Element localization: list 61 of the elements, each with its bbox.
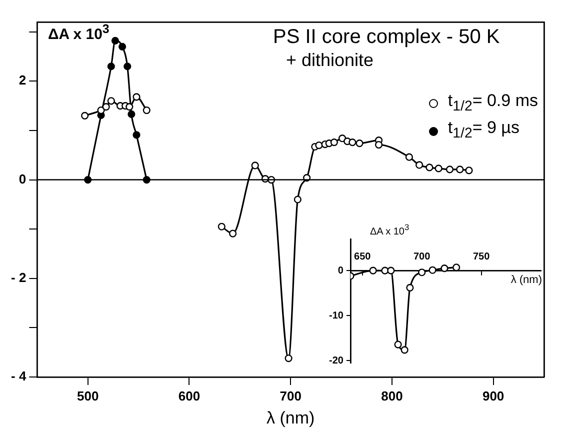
point — [229, 230, 237, 238]
text: + dithionite — [286, 50, 374, 71]
y-tick-label: -10 — [329, 310, 344, 322]
point — [107, 62, 115, 70]
point — [369, 266, 377, 274]
x-tick-label: 750 — [472, 251, 490, 262]
x-tick-label: 600 — [178, 388, 200, 404]
point — [374, 140, 383, 149]
point — [426, 164, 434, 172]
y-tick-label: 0 — [18, 171, 26, 186]
point — [434, 164, 442, 172]
x-axis-title: λ (nm) — [266, 408, 315, 428]
y-tick-label: 0 — [338, 265, 344, 276]
y-tick-label: - 4 — [11, 368, 27, 384]
point — [387, 266, 395, 274]
point — [142, 106, 150, 114]
point — [456, 166, 464, 174]
point — [418, 268, 426, 276]
point — [132, 131, 140, 139]
point — [128, 110, 136, 118]
point — [315, 141, 323, 150]
point — [124, 62, 132, 70]
point — [440, 264, 448, 272]
point — [132, 93, 140, 101]
x-tick-label: 800 — [381, 388, 403, 404]
point — [294, 196, 302, 204]
x-tick-label: 900 — [482, 388, 504, 404]
y-tick-label: -20 — [329, 355, 344, 366]
point — [330, 138, 338, 146]
point — [416, 161, 424, 169]
point — [406, 284, 414, 292]
x-axis-title: λ (nm) — [510, 274, 542, 286]
legend-label: t$_{1/2}$= 0.9 ms — [448, 90, 538, 116]
point — [400, 346, 408, 354]
point — [452, 264, 460, 272]
point — [118, 42, 126, 50]
point — [446, 166, 454, 174]
point — [348, 138, 356, 146]
x-tick-label: 500 — [77, 388, 99, 404]
y-axis-title: ΔA x 10$^{3}$ — [48, 22, 110, 43]
x-tick-label: 700 — [280, 388, 302, 404]
point — [107, 97, 115, 105]
point — [81, 112, 89, 120]
point — [284, 354, 292, 362]
chart-title: PS II core complex - 50 K — [273, 26, 500, 49]
y-axis-title: ΔA x 10$^{3}$ — [370, 222, 410, 238]
y-tick-label: 2 — [18, 72, 26, 88]
point — [465, 166, 473, 174]
x-tick-label: 650 — [354, 251, 372, 262]
point — [111, 36, 120, 45]
x-tick-label: 700 — [413, 251, 431, 262]
point — [126, 103, 134, 111]
legend-label: t$_{1/2}$= 9 µs — [448, 117, 520, 144]
point — [102, 103, 110, 111]
y-tick-label: - 2 — [11, 270, 26, 285]
point — [251, 162, 259, 170]
point — [428, 266, 436, 274]
point — [394, 340, 402, 348]
point — [218, 222, 226, 230]
point — [356, 139, 364, 148]
point — [405, 153, 413, 161]
